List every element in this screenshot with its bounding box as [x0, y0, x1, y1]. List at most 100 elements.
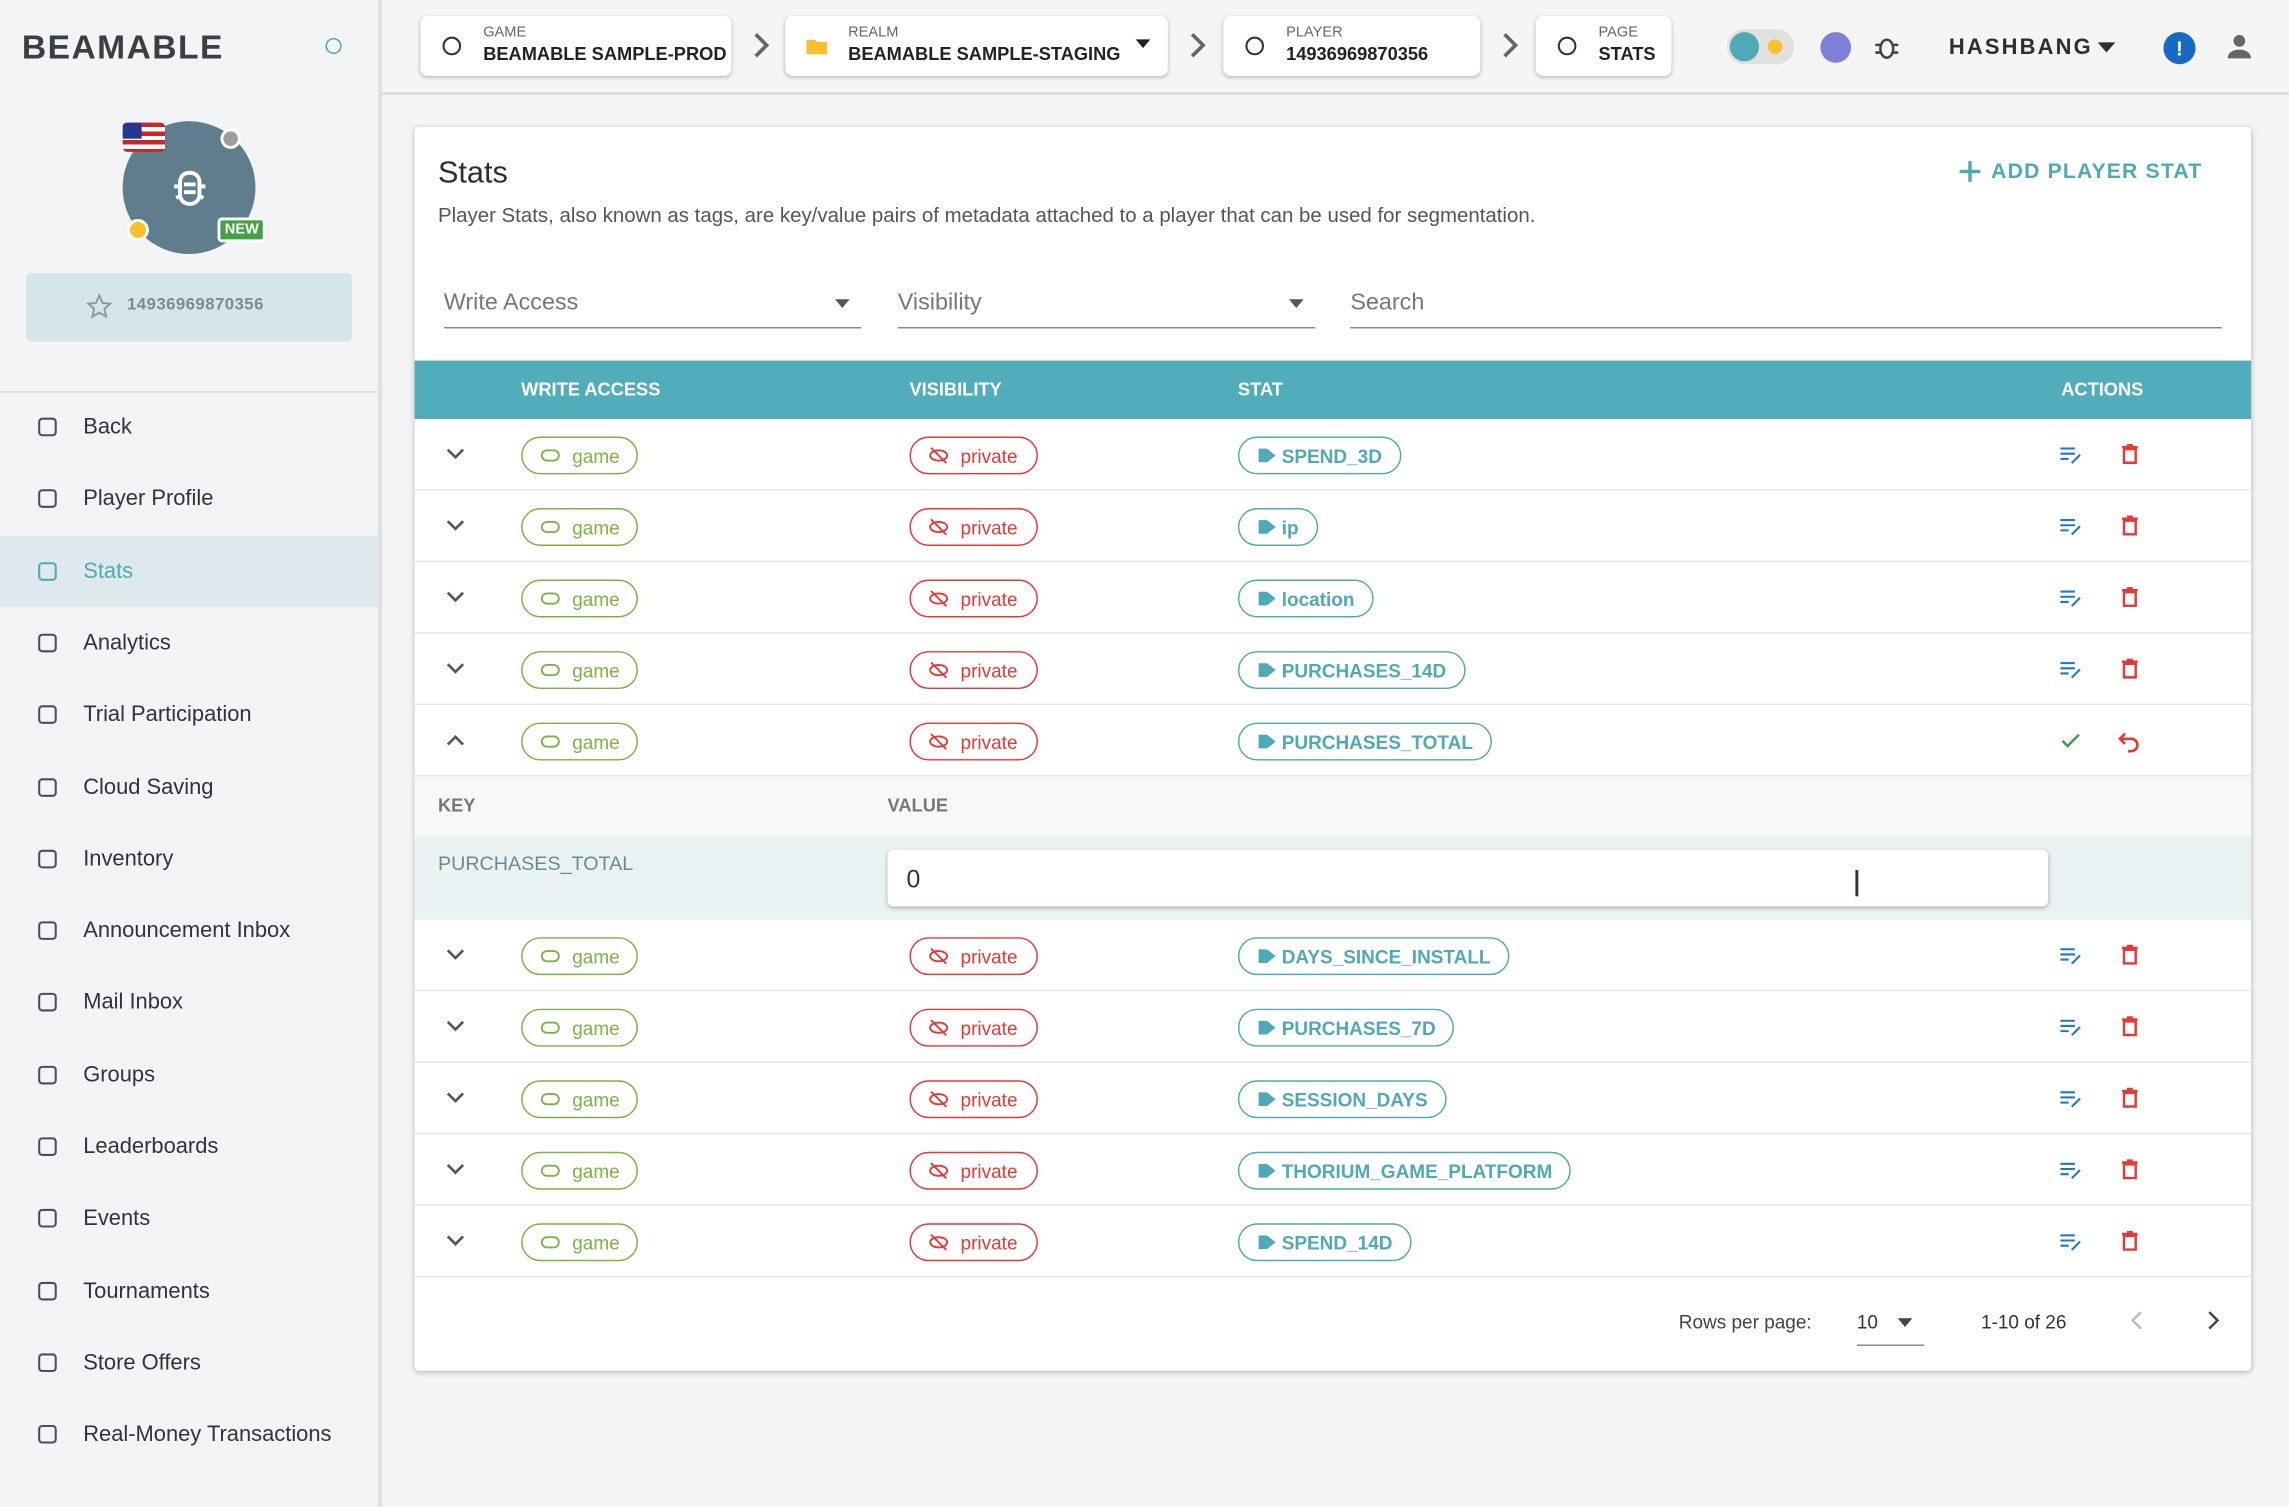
nav-item[interactable]: Player Profile: [0, 463, 378, 535]
theme-toggle[interactable]: [1726, 29, 1795, 65]
column-header: STAT: [1237, 379, 1283, 400]
expand-toggle[interactable]: [442, 655, 468, 681]
nav-icon: [35, 1422, 60, 1447]
icon: [929, 1233, 949, 1251]
delete-button[interactable]: [2118, 585, 2141, 608]
delete-button[interactable]: [2118, 1015, 2141, 1038]
nav-item[interactable]: Cloud Saving: [0, 751, 378, 823]
edit-button[interactable]: [2058, 442, 2083, 467]
icon: [1258, 734, 1276, 749]
icon: [38, 489, 57, 509]
stat-chip-label: SPEND_14D: [1281, 1232, 1393, 1254]
filter-field[interactable]: Write Access: [443, 280, 862, 329]
edit-button[interactable]: [2058, 1086, 2083, 1111]
nav-item[interactable]: Leaderboards: [0, 1111, 378, 1183]
edit-button[interactable]: [2058, 943, 2083, 968]
debug-icon[interactable]: [1871, 32, 1902, 63]
access-chip-label: game: [572, 445, 620, 468]
visibility-chip-icon: [927, 1089, 950, 1109]
breadcrumb-separator: [1495, 31, 1524, 60]
table-row: game private PURCHASES_7D: [414, 991, 2252, 1063]
delete-button[interactable]: [2118, 514, 2141, 537]
breadcrumb[interactable]: PLAYER 14936969870356: [1223, 16, 1481, 76]
stat-chip-icon: [1255, 517, 1278, 537]
column-header: VISIBILITY: [909, 379, 1002, 400]
expand-toggle[interactable]: [442, 441, 468, 467]
visibility-chip-label: private: [960, 659, 1018, 682]
icon: [929, 447, 949, 464]
expand-toggle[interactable]: [442, 1228, 468, 1254]
icon: [2060, 1091, 2081, 1108]
nav-label: Leaderboards: [83, 1134, 219, 1160]
breadcrumb[interactable]: GAME BEAMABLE SAMPLE-PROD: [420, 16, 732, 76]
icon: [446, 591, 465, 603]
save-button[interactable]: [2058, 728, 2083, 753]
breadcrumb-icon: [1555, 34, 1580, 59]
nav-icon: [35, 415, 60, 440]
expand-toggle[interactable]: [442, 942, 468, 968]
expand-toggle[interactable]: [442, 1085, 468, 1111]
nav-item[interactable]: Store Offers: [0, 1327, 378, 1399]
chat-icon[interactable]: [1820, 32, 1852, 63]
access-chip-icon: [539, 660, 562, 680]
nav-item[interactable]: Groups: [0, 1039, 378, 1111]
online-dot: [220, 128, 241, 149]
user-name[interactable]: HASHBANG: [1948, 35, 2093, 60]
nav-item[interactable]: Inventory: [0, 823, 378, 895]
icon: [2122, 1016, 2138, 1037]
next-page[interactable]: [2200, 1308, 2225, 1333]
undo-button[interactable]: [2117, 728, 2142, 753]
stat-chip: location: [1237, 579, 1374, 618]
nav-label: Mail Inbox: [83, 990, 184, 1016]
nav-item[interactable]: Events: [0, 1183, 378, 1255]
visibility-chip-icon: [927, 1232, 950, 1252]
alert-icon[interactable]: !: [2163, 32, 2196, 65]
column-header: ACTIONS: [2061, 379, 2144, 400]
icon: [38, 993, 57, 1013]
expand-toggle[interactable]: [442, 1013, 468, 1039]
delete-button[interactable]: [2118, 442, 2141, 465]
prev-page[interactable]: [2125, 1308, 2150, 1333]
nav-item[interactable]: Real-Money Transactions: [0, 1399, 378, 1471]
nav-icon: [35, 559, 60, 584]
nav-item[interactable]: Mail Inbox: [0, 967, 378, 1039]
delete-button[interactable]: [2118, 943, 2141, 966]
stat-chip-label: SESSION_DAYS: [1281, 1089, 1428, 1111]
nav-item[interactable]: Tournaments: [0, 1255, 378, 1327]
edit-button[interactable]: [2058, 1229, 2083, 1254]
delete-button[interactable]: [2118, 1086, 2141, 1109]
collapse-toggle[interactable]: [442, 727, 468, 753]
expand-toggle[interactable]: [442, 512, 468, 538]
nav-item[interactable]: Announcement Inbox: [0, 895, 378, 967]
topbar-line: [382, 91, 2289, 95]
visibility-chip: private: [909, 508, 1038, 546]
edit-button[interactable]: [2058, 1158, 2083, 1183]
delete-button[interactable]: [2118, 657, 2141, 680]
nav-item[interactable]: Analytics: [0, 607, 378, 679]
table-row: game private ip: [414, 490, 2252, 563]
rows-per-page-select[interactable]: 10: [1856, 1302, 1925, 1346]
dropdown-caret: [1135, 39, 1151, 49]
account-icon[interactable]: [2222, 29, 2257, 64]
expand-toggle[interactable]: [442, 584, 468, 610]
breadcrumb[interactable]: PAGE STATS: [1535, 16, 1672, 76]
breadcrumb[interactable]: REALM BEAMABLE SAMPLE-STAGING: [785, 16, 1168, 76]
edit-button[interactable]: [2058, 1015, 2083, 1040]
stat-chip-icon: [1255, 588, 1278, 608]
delete-button[interactable]: [2118, 1229, 2141, 1252]
nav-item[interactable]: Trial Participation: [0, 679, 378, 751]
nav-item[interactable]: Back: [0, 391, 378, 463]
value-input[interactable]: 0: [887, 849, 2049, 907]
edit-button[interactable]: [2058, 657, 2083, 682]
icon: [1258, 591, 1276, 606]
player-id-box[interactable]: 14936969870356: [26, 272, 352, 342]
nav-label: Groups: [83, 1062, 156, 1088]
edit-button[interactable]: [2058, 585, 2083, 610]
filter-field[interactable]: Search: [1350, 280, 2222, 329]
expand-toggle[interactable]: [442, 1156, 468, 1182]
filter-field[interactable]: Visibility: [897, 280, 1316, 329]
delete-button[interactable]: [2118, 1158, 2141, 1181]
nav-item[interactable]: Stats: [0, 535, 379, 607]
edit-button[interactable]: [2058, 514, 2083, 539]
access-chip-icon: [539, 517, 562, 537]
